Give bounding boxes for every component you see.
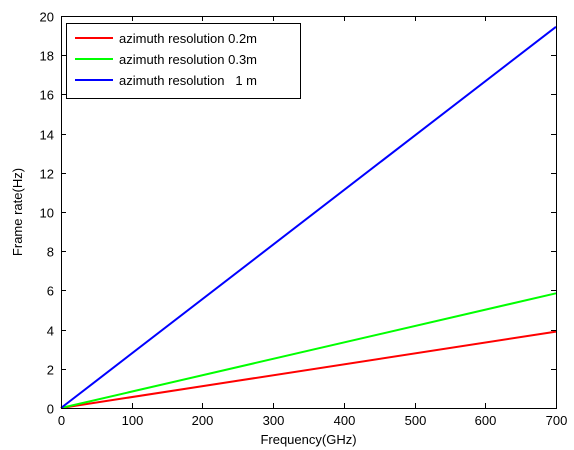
- legend-label-1: azimuth resolution 0.3m: [119, 52, 257, 67]
- x-tick-label: 200: [192, 413, 214, 428]
- series-line-0: [60, 330, 557, 409]
- x-tick-label: 300: [263, 413, 285, 428]
- x-tick-label: 600: [475, 413, 497, 428]
- legend: azimuth resolution 0.2m azimuth resolutio…: [66, 23, 301, 99]
- y-tick-label: 8: [47, 245, 54, 260]
- series-line-1: [60, 292, 557, 409]
- y-tick-label: 6: [47, 284, 54, 299]
- x-tick-label: 100: [122, 413, 144, 428]
- y-tick-label: 16: [40, 88, 54, 103]
- ticks-layer: 0 100 200 300 400 500 600 700 0 2 4 6 8 10 12 14 16 18 20: [40, 10, 568, 429]
- x-tick-label: 0: [58, 413, 65, 428]
- x-axis-title: Frequency(GHz): [260, 432, 356, 447]
- y-tick-label: 10: [40, 206, 54, 221]
- legend-label-0: azimuth resolution 0.2m: [119, 31, 257, 46]
- y-tick-label: 12: [40, 167, 54, 182]
- y-tick-label: 2: [47, 363, 54, 378]
- y-axis-title: Frame rate(Hz): [10, 168, 25, 256]
- y-tick-label: 14: [40, 128, 54, 143]
- x-tick-label: 400: [334, 413, 356, 428]
- series-line-2: [60, 26, 557, 409]
- y-tick-label: 20: [40, 10, 54, 25]
- y-tick-label: 4: [47, 324, 54, 339]
- legend-label-2: azimuth resolution 1 m: [119, 73, 257, 88]
- y-tick-label: 0: [47, 402, 54, 417]
- x-tick-label: 500: [405, 413, 427, 428]
- y-tick-label: 18: [40, 49, 54, 64]
- series-layer: [60, 26, 557, 409]
- legend-box: [66, 23, 301, 99]
- x-tick-label: 700: [546, 413, 568, 428]
